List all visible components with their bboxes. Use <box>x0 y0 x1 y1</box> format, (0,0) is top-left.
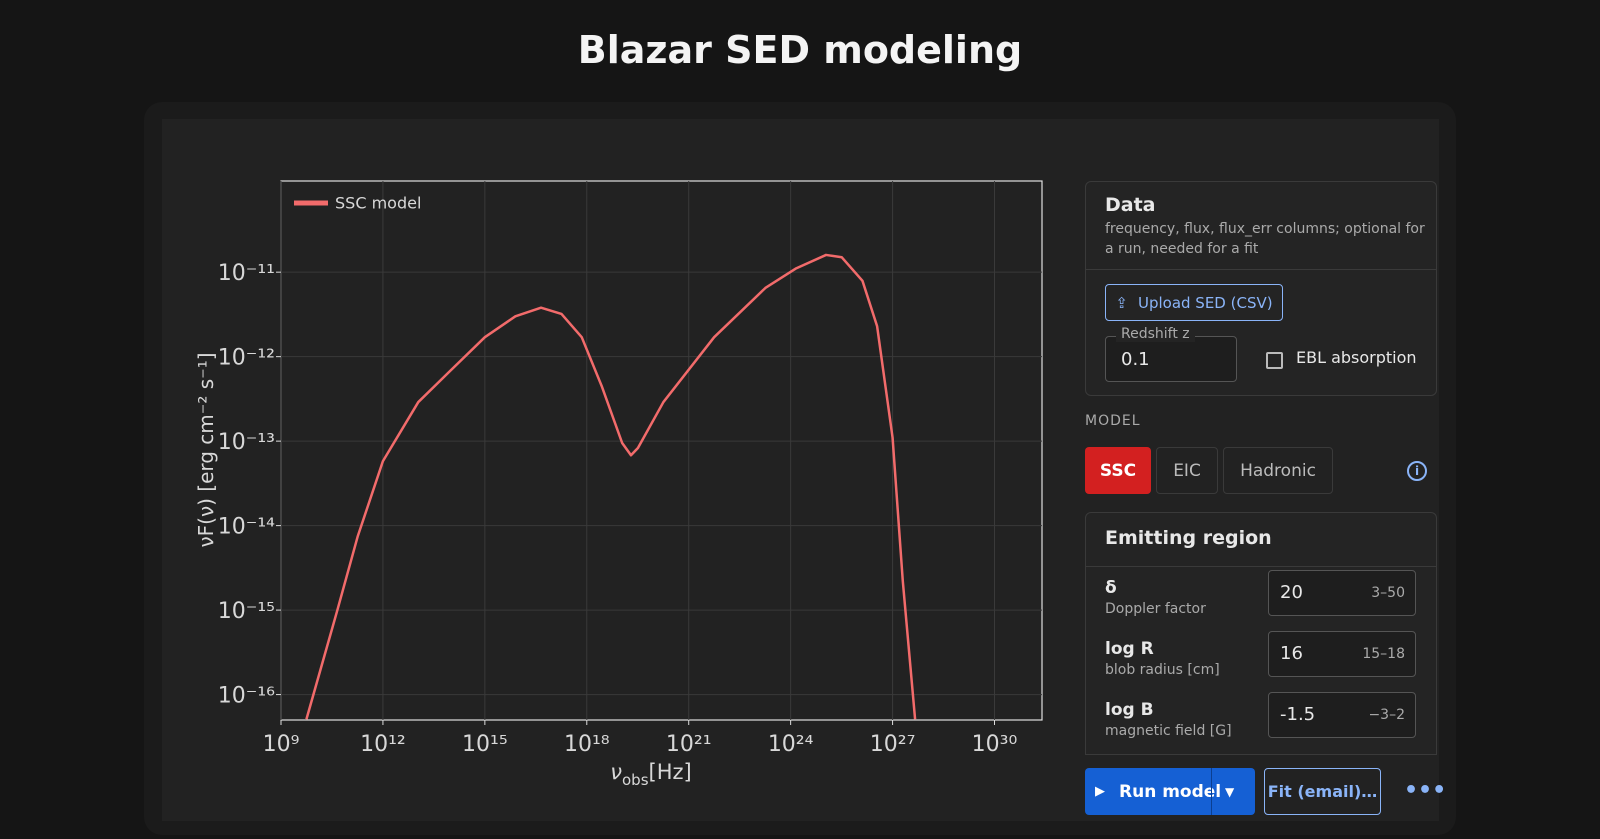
param-input[interactable]: 20 3–50 <box>1268 570 1416 616</box>
x-axis-label: νobs[Hz] <box>610 760 691 789</box>
ebl-checkbox[interactable] <box>1266 352 1283 369</box>
param-input[interactable]: -1.5 −3–2 <box>1268 692 1416 738</box>
x-tick-label: 10¹⁸ <box>564 732 610 757</box>
param-range: 3–50 <box>1371 585 1405 601</box>
data-panel: Data frequency, flux, flux_err columns; … <box>1085 181 1437 396</box>
emitting-region-panel: Emitting region δ Doppler factor 20 3–50… <box>1085 512 1437 755</box>
param-symbol: log R <box>1105 639 1154 659</box>
run-label: Run model <box>1119 781 1222 802</box>
run-button[interactable]: ▶ Run model ▼ <box>1085 768 1255 815</box>
section-title: Emitting region <box>1105 527 1272 549</box>
fit-button[interactable]: Fit (email)… <box>1264 768 1381 815</box>
redshift-value: 0.1 <box>1121 349 1150 370</box>
x-tick-label: 10²¹ <box>666 732 712 757</box>
page-title: Blazar SED modeling <box>577 28 1023 72</box>
model-tab[interactable]: SSC <box>1085 447 1151 494</box>
chart: SSC model νobs[Hz] νF(ν) [erg cm⁻² s⁻¹] … <box>194 180 1043 789</box>
param-description: Doppler factor <box>1105 601 1206 617</box>
param-description: magnetic field [G] <box>1105 723 1232 739</box>
y-tick-label: 10⁻¹¹ <box>218 261 275 286</box>
more-menu[interactable]: ••• <box>1404 778 1447 803</box>
data-title: Data <box>1105 194 1156 216</box>
divider <box>1086 269 1436 270</box>
param-symbol: δ <box>1105 578 1117 598</box>
info-icon[interactable]: i <box>1407 461 1427 481</box>
y-tick-label: 10⁻¹⁵ <box>218 599 275 624</box>
legend-label: SSC model <box>335 194 421 213</box>
y-tick-label: 10⁻¹² <box>218 346 275 371</box>
plot-area <box>280 180 1043 721</box>
param-value: 20 <box>1280 582 1303 603</box>
series-line <box>305 253 917 720</box>
y-tick-label: 10⁻¹⁴ <box>218 515 275 540</box>
param-value: 16 <box>1280 643 1303 664</box>
dropdown-icon[interactable]: ▼ <box>1225 784 1235 799</box>
redshift-input[interactable]: Redshift z 0.1 <box>1105 326 1237 382</box>
model-label: MODEL <box>1085 413 1141 429</box>
x-tick-label: 10³⁰ <box>972 732 1018 757</box>
param-range: −3–2 <box>1368 707 1405 723</box>
x-tick-label: 10¹⁵ <box>462 732 508 757</box>
play-icon: ▶ <box>1095 784 1105 799</box>
x-tick-label: 10⁹ <box>263 732 300 757</box>
divider <box>1086 566 1436 567</box>
x-tick-label: 10²⁷ <box>870 732 916 757</box>
split <box>1211 768 1212 815</box>
y-tick-label: 10⁻¹³ <box>218 430 275 455</box>
param-input[interactable]: 16 15–18 <box>1268 631 1416 677</box>
data-description: frequency, flux, flux_err columns; optio… <box>1105 221 1425 257</box>
y-tick-label: 10⁻¹⁶ <box>218 684 275 709</box>
upload-button[interactable]: ⇪ Upload SED (CSV) <box>1105 284 1283 321</box>
ebl-label: EBL absorption <box>1296 348 1417 367</box>
param-description: blob radius [cm] <box>1105 662 1220 678</box>
param-symbol: log B <box>1105 700 1154 720</box>
param-range: 15–18 <box>1362 646 1405 662</box>
upload-label: Upload SED (CSV) <box>1137 293 1273 312</box>
upload-icon: ⇪ <box>1115 293 1128 312</box>
model-tab[interactable]: EIC <box>1156 447 1218 494</box>
x-tick-label: 10¹² <box>360 732 406 757</box>
x-tick-label: 10²⁴ <box>768 732 814 757</box>
y-axis-label: νF(ν) [erg cm⁻² s⁻¹] <box>194 352 218 547</box>
model-tab[interactable]: Hadronic <box>1223 447 1333 494</box>
param-value: -1.5 <box>1280 704 1316 725</box>
redshift-label: Redshift z <box>1116 326 1195 342</box>
